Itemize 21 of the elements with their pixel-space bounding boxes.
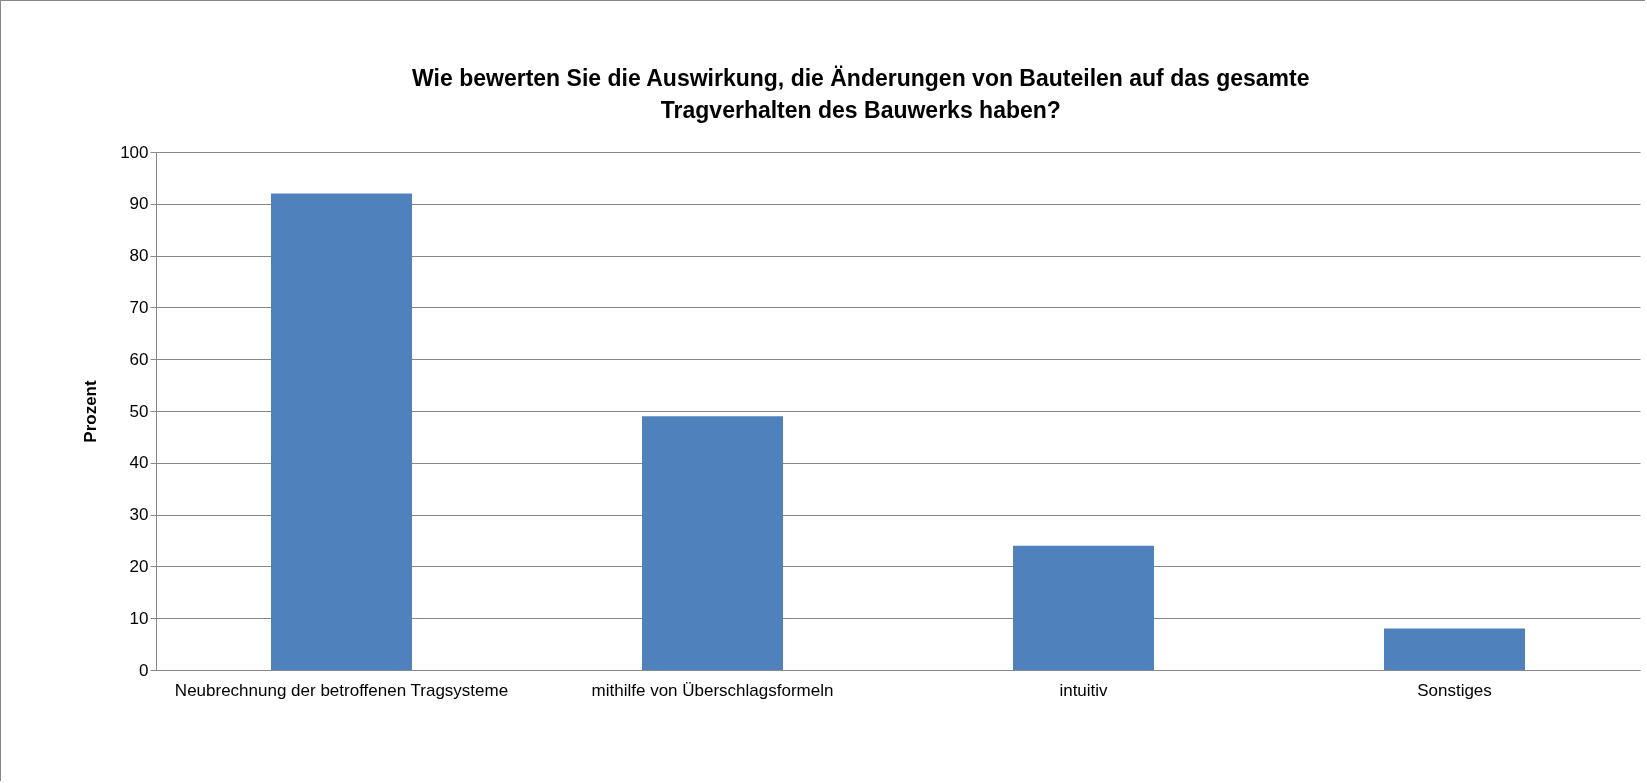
y-tick-label: 70 xyxy=(129,297,149,317)
bar xyxy=(642,416,783,670)
y-tick-label: 50 xyxy=(129,401,149,421)
y-tick-label: 40 xyxy=(129,453,149,473)
bar xyxy=(1384,628,1525,670)
x-tick-label: Sonstiges xyxy=(1417,680,1492,700)
y-tick-label: 20 xyxy=(129,556,149,576)
x-tick-label: intuitiv xyxy=(1059,680,1109,700)
x-tick-label: Neubrechnung der betroffenen Tragsysteme xyxy=(174,680,509,700)
x-tick-label: mithilfe von Überschlagsformeln xyxy=(591,680,834,700)
y-tick-label: 0 xyxy=(139,660,149,680)
bar xyxy=(271,193,412,670)
y-tick-label: 90 xyxy=(129,194,149,214)
y-tick-label: 80 xyxy=(129,246,149,266)
y-tick-label: 100 xyxy=(120,142,149,162)
y-tick-label: 30 xyxy=(129,505,149,525)
bar xyxy=(1013,545,1154,670)
y-tick-label: 10 xyxy=(129,608,149,628)
y-tick-label: 60 xyxy=(129,349,149,369)
chart-title: Wie bewerten Sie die Auswirkung, die Änderungen von Bauteilen auf das gesamte Tragverhalten des Bauwerks haben? xyxy=(412,65,1310,123)
y-axis-title: Prozent xyxy=(81,379,101,443)
